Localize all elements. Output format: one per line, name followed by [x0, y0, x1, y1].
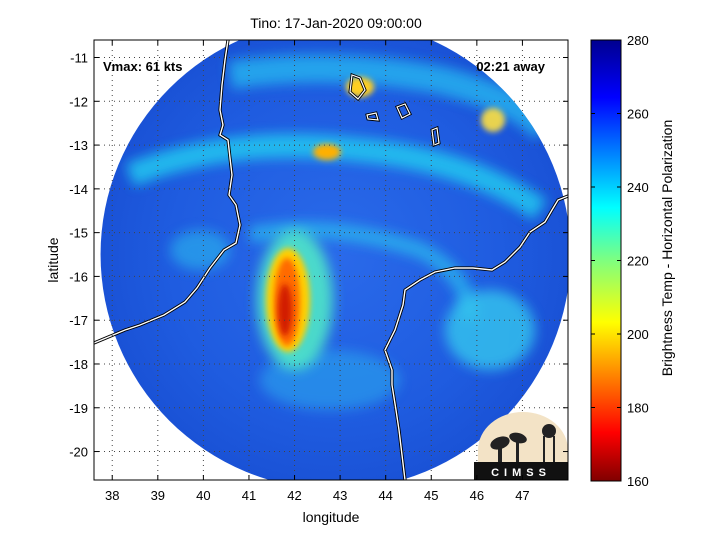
- y-tick-label: -17: [69, 313, 88, 328]
- colorbar-label: Brightness Temp - Horizontal Polarizatio…: [659, 120, 675, 377]
- colorbar-tick-label: 260: [627, 107, 649, 122]
- y-tick-label: -19: [69, 401, 88, 416]
- x-tick-label: 46: [470, 488, 484, 503]
- x-axis: 38 39 40 41 42 43 44 45 46 47: [105, 40, 530, 503]
- eyewall-core: [278, 284, 292, 336]
- plot-frame: [93, 39, 569, 481]
- colorbar-tick-label: 180: [627, 401, 649, 416]
- colorbar-tick-label: 240: [627, 180, 649, 195]
- cold-spot-north: [313, 144, 341, 160]
- logo-banner: [474, 462, 568, 480]
- colorbar-tick-label: 280: [627, 33, 649, 48]
- x-tick-label: 40: [196, 488, 210, 503]
- y-axis-label: latitude: [45, 237, 61, 282]
- y-axis: -11 -12 -13 -14 -15 -16 -17 -18 -19 -20: [69, 51, 568, 460]
- y-tick-label: -11: [70, 51, 88, 66]
- y-tick-label: -20: [69, 445, 88, 460]
- x-tick-label: 38: [105, 488, 119, 503]
- vmax-label: Vmax: 61 kts: [103, 59, 183, 74]
- x-tick-label: 44: [378, 488, 392, 503]
- y-tick-label: -15: [69, 226, 88, 241]
- coastline: [94, 40, 568, 480]
- time-away-label: 02:21 away: [476, 59, 545, 74]
- cimss-logo: CIMSS: [474, 412, 568, 480]
- colorbar-tick-label: 200: [627, 327, 649, 342]
- x-tick-label: 41: [242, 488, 256, 503]
- cold-spot-far-north: [346, 77, 374, 97]
- plot-area: Vmax: 61 kts 02:21 away CIMSS: [93, 39, 569, 481]
- colorbar-scale: [590, 39, 622, 482]
- chart-title: Tino: 17-Jan-2020 09:00:00: [250, 15, 422, 31]
- outer-rain-band: [125, 133, 547, 220]
- y-tick-label: -14: [69, 182, 88, 197]
- logo-antennas: [490, 424, 556, 462]
- colorbar-tick-label: 220: [627, 254, 649, 269]
- colorbar: 160 180 200 220 240 260 280 Brightness Temp - …: [590, 33, 675, 489]
- x-tick-label: 47: [515, 488, 529, 503]
- y-tick-label: -12: [69, 94, 88, 109]
- y-tick-label: -18: [69, 357, 88, 372]
- islands: [348, 72, 441, 148]
- colorbar-ticks: 160 180 200 220 240 260 280: [591, 33, 649, 489]
- northern-rain-band: [227, 54, 556, 140]
- western-cell: [170, 230, 230, 270]
- x-tick-label: 45: [424, 488, 438, 503]
- eastern-convection: [445, 290, 535, 370]
- colorbar-tick-label: 160: [627, 474, 649, 489]
- x-axis-label: longitude: [303, 509, 360, 525]
- x-tick-label: 42: [287, 488, 301, 503]
- y-tick-label: -16: [69, 269, 88, 284]
- grid-x: [111, 40, 523, 480]
- x-tick-label: 43: [333, 488, 347, 503]
- x-tick-label: 39: [151, 488, 165, 503]
- y-tick-label: -13: [69, 138, 88, 153]
- cold-spot-northeast: [481, 108, 505, 132]
- logo-text: CIMSS: [491, 467, 551, 479]
